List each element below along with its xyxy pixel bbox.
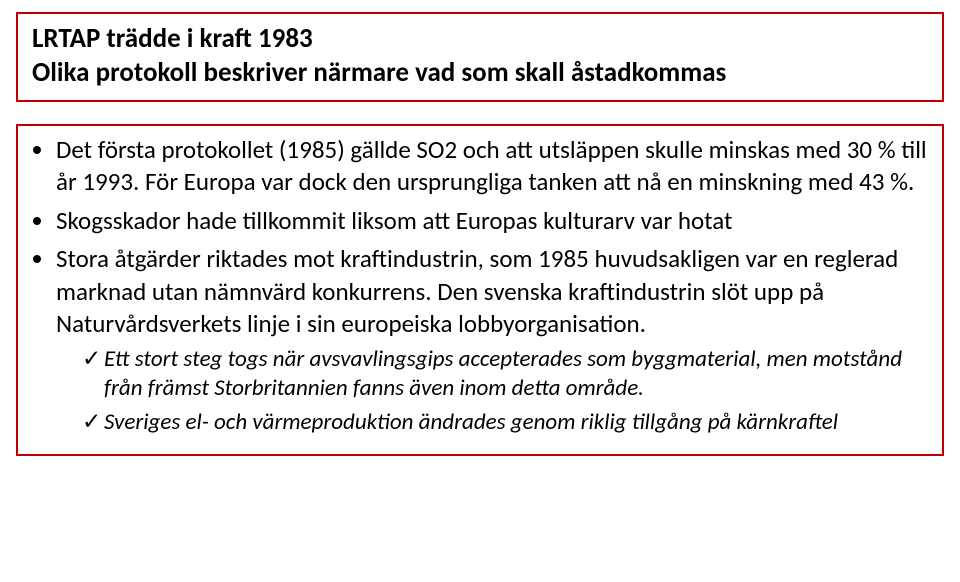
bullet-text: Stora åtgärder riktades mot kraftindustr… (56, 243, 898, 339)
header-line-2: Olika protokoll beskriver närmare vad so… (32, 56, 928, 90)
body-box: Det första protokollet (1985) gällde SO2… (16, 124, 944, 457)
bullet-item: Stora åtgärder riktades mot kraftindustr… (56, 243, 928, 438)
header-line-1: LRTAP trädde i kraft 1983 (32, 22, 928, 56)
bullet-item: Skogsskador hade tillkommit liksom att E… (56, 205, 928, 238)
sub-item: Sveriges el- och värmeproduktion ändrade… (82, 408, 928, 438)
sub-item: Ett stort steg togs när avsvavlingsgips … (82, 345, 928, 405)
sub-list: Ett stort steg togs när avsvavlingsgips … (56, 345, 928, 439)
slide: LRTAP trädde i kraft 1983 Olika protokol… (0, 0, 960, 582)
header-box: LRTAP trädde i kraft 1983 Olika protokol… (16, 12, 944, 102)
bullet-list: Det första protokollet (1985) gällde SO2… (32, 134, 928, 439)
bullet-item: Det första protokollet (1985) gällde SO2… (56, 134, 928, 199)
